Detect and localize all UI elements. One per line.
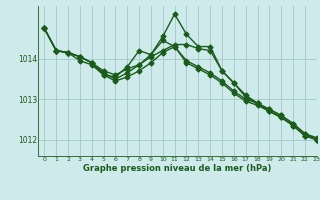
X-axis label: Graphe pression niveau de la mer (hPa): Graphe pression niveau de la mer (hPa) [84,164,272,173]
